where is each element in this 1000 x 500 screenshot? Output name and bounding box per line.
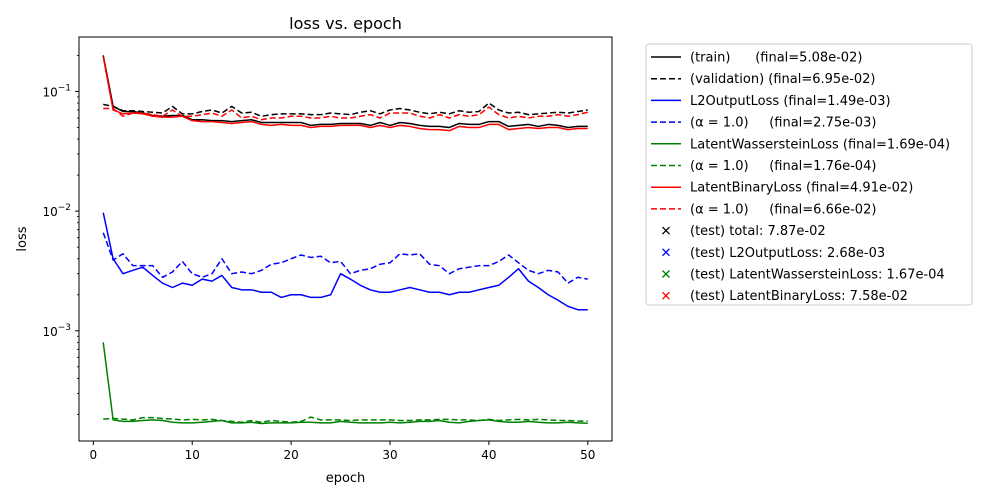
- legend-test-label-3: (test) LatentBinaryLoss: 7.58e-02: [690, 289, 908, 304]
- legend-test-label-2: (test) LatentWassersteinLoss: 1.67e-04: [690, 268, 945, 283]
- y-tick-label: 10−1: [42, 83, 71, 99]
- legend-label-4: LatentWassersteinLoss (final=1.69e-04): [690, 137, 950, 152]
- legend-label-0: (train) (final=5.08e-02): [690, 51, 862, 66]
- x-tick-label: 10: [185, 448, 200, 462]
- x-axis: 0 10 20 30 40 50: [90, 441, 595, 462]
- legend-label-7: (α = 1.0) (final=6.66e-02): [690, 202, 876, 217]
- series-line-6: [102, 56, 588, 132]
- legend-test-marker-b-0: [662, 226, 670, 235]
- x-axis-label: epoch: [326, 471, 366, 486]
- y-tick-label: 10−3: [42, 323, 71, 339]
- y-tick-label: 10−2: [42, 203, 71, 219]
- plot-lines: [102, 55, 588, 425]
- legend-test-label-1: (test) L2OutputLoss: 2.68e-03: [690, 246, 885, 261]
- series-line-1: [103, 102, 588, 118]
- y-axis-label: loss: [15, 226, 30, 251]
- x-tick-label: 50: [580, 448, 595, 462]
- x-tick-label: 30: [382, 448, 397, 462]
- series-line-2: [102, 212, 588, 311]
- legend: (train) (final=5.08e-02) (validation) (fi…: [645, 43, 973, 306]
- x-tick-label: 40: [481, 448, 496, 462]
- legend-label-2: L2OutputLoss (final=1.49e-03): [690, 94, 891, 109]
- plot-frame: [78, 36, 613, 442]
- legend-test-label-0: (test) total: 7.87e-02: [690, 224, 826, 239]
- legend-test-marker-b-3: [662, 291, 670, 300]
- series-line-4: [102, 342, 588, 425]
- legend-box: [645, 43, 973, 306]
- series-line-5: [103, 416, 588, 424]
- series-line-7: [103, 106, 588, 121]
- series-line-3: [102, 232, 588, 284]
- legend-label-5: (α = 1.0) (final=1.76e-04): [690, 159, 876, 174]
- legend-label-1: (validation) (final=6.95e-02): [690, 72, 876, 87]
- x-tick-label: 0: [90, 448, 98, 462]
- legend-test-marker-b-1: [662, 248, 670, 257]
- chart-title: loss vs. epoch: [289, 14, 402, 33]
- legend-label-6: LatentBinaryLoss (final=4.91e-02): [690, 181, 913, 196]
- legend-test-marker-b-2: [662, 270, 670, 278]
- x-tick-label: 20: [283, 448, 298, 462]
- y-axis: 10−3 10−2 10−1: [42, 55, 79, 415]
- series-line-0: [102, 55, 588, 129]
- legend-label-3: (α = 1.0) (final=2.75e-03): [690, 116, 876, 131]
